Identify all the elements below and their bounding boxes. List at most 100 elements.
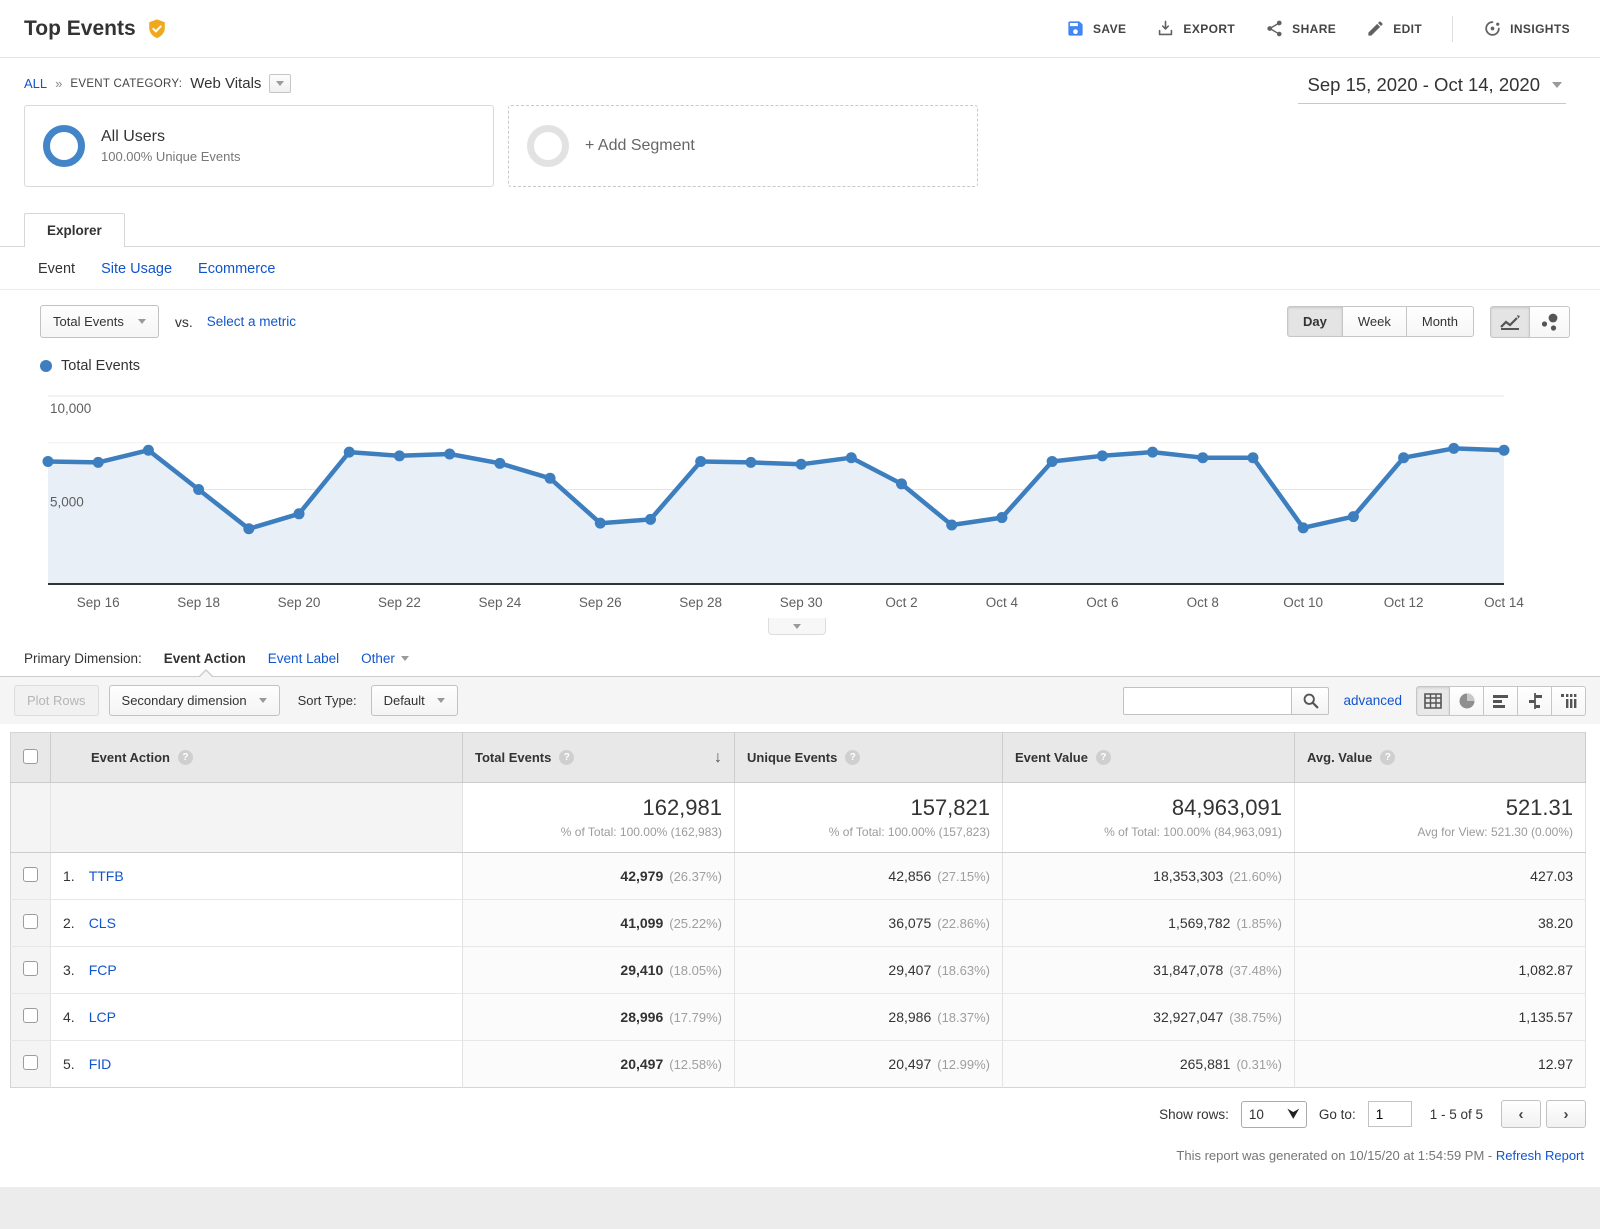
view-pivot-button[interactable]: [1552, 685, 1586, 716]
table-view-icon: [1424, 692, 1442, 709]
svg-text:Sep 16: Sep 16: [77, 595, 120, 610]
event-action-link[interactable]: TTFB: [88, 868, 124, 884]
table-search: [1123, 686, 1330, 715]
select-all-cell: [10, 732, 51, 783]
tab-strip: Explorer: [0, 201, 1600, 247]
events-table-body: 1. TTFB 42,979 (26.37%) 42,856 (27.15%) 18,353…: [10, 852, 1586, 1088]
column-label[interactable]: Total Events: [475, 750, 552, 765]
table-toolbar: Plot Rows Secondary dimension Sort Type:…: [0, 669, 1600, 724]
line-chart-canvas[interactable]: 10,000 5,000 Sep 16 Sep 18 Sep 20 Sep 22 Sep 2…: [24, 384, 1570, 616]
row-checkbox[interactable]: [23, 961, 38, 976]
export-button[interactable]: EXPORT: [1156, 19, 1235, 38]
subtab-site-usage[interactable]: Site Usage: [101, 261, 173, 277]
dimension-event-action[interactable]: Event Action: [163, 651, 246, 666]
breadcrumb-all-link[interactable]: ALL: [24, 76, 48, 91]
next-page-button[interactable]: ›: [1546, 1100, 1586, 1128]
edit-button[interactable]: EDIT: [1366, 19, 1422, 38]
motion-chart-button[interactable]: [1530, 305, 1570, 338]
plot-rows-button[interactable]: Plot Rows: [14, 685, 99, 716]
help-icon[interactable]: ?: [845, 750, 861, 765]
select-all-checkbox[interactable]: [23, 748, 38, 764]
tab-explorer[interactable]: Explorer: [24, 213, 125, 247]
add-segment-button[interactable]: + Add Segment: [508, 105, 978, 187]
export-icon: [1159, 20, 1173, 36]
event-value-cell: 18,353,303 (21.60%): [1002, 852, 1295, 900]
primary-dimension-label: Primary Dimension:: [24, 651, 142, 666]
select-metric-link[interactable]: Select a metric: [206, 314, 296, 329]
line-chart-button[interactable]: [1490, 305, 1530, 338]
bars-view-icon: [1492, 694, 1508, 708]
share-button[interactable]: SHARE: [1265, 19, 1336, 38]
row-checkbox[interactable]: [23, 1008, 38, 1023]
events-table: Event Action? Total Events? ↓ Unique Even…: [0, 724, 1600, 1088]
svg-text:Oct 8: Oct 8: [1187, 595, 1219, 610]
column-label[interactable]: Event Value: [1015, 750, 1088, 765]
sort-type-dropdown[interactable]: Default: [370, 685, 458, 716]
annotations-handle[interactable]: [768, 618, 826, 635]
column-label[interactable]: Event Action: [91, 750, 170, 765]
row-checkbox[interactable]: [23, 914, 38, 929]
total-events-cell: 28,996 (17.79%): [462, 993, 735, 1041]
metric-dropdown[interactable]: Total Events: [40, 305, 159, 338]
svg-text:Oct 12: Oct 12: [1384, 595, 1424, 610]
summary-empty-cell: [50, 782, 463, 853]
insights-icon: [1485, 21, 1500, 36]
help-icon[interactable]: ?: [559, 750, 575, 765]
column-label[interactable]: Unique Events: [747, 750, 838, 765]
primary-dimension-row: Primary Dimension: Event Action Event La…: [0, 635, 1600, 676]
row-checkbox[interactable]: [23, 1055, 38, 1070]
event-action-link[interactable]: CLS: [88, 915, 116, 931]
summary-total-events: 162,981 % of Total: 100.00% (162,983): [462, 782, 735, 853]
view-table-button[interactable]: [1416, 685, 1450, 716]
comparison-view-icon: [1528, 692, 1542, 709]
event-action-link[interactable]: FID: [88, 1056, 112, 1072]
row-checkbox[interactable]: [23, 867, 38, 882]
refresh-report-link[interactable]: Refresh Report: [1495, 1148, 1584, 1163]
subtab-ecommerce[interactable]: Ecommerce: [198, 261, 276, 277]
category-dropdown-button[interactable]: [269, 74, 292, 93]
bubble-chart-icon: [1541, 313, 1557, 331]
prev-page-button[interactable]: ‹: [1501, 1100, 1541, 1128]
view-performance-button[interactable]: [1484, 685, 1518, 716]
help-icon[interactable]: ?: [1380, 750, 1396, 765]
svg-text:Oct 14: Oct 14: [1484, 595, 1524, 610]
segment-all-users[interactable]: All Users 100.00% Unique Events: [24, 105, 494, 187]
subtab-event[interactable]: Event: [38, 261, 76, 277]
save-button[interactable]: SAVE: [1066, 19, 1126, 38]
goto-page-input[interactable]: [1367, 1101, 1412, 1127]
view-comparison-button[interactable]: [1518, 685, 1552, 716]
search-button[interactable]: [1291, 686, 1330, 715]
avg-value-cell: 12.97: [1294, 1040, 1586, 1088]
granularity-week-button[interactable]: Week: [1342, 306, 1407, 337]
dimension-event-label[interactable]: Event Label: [267, 651, 340, 666]
show-rows-select[interactable]: 10 ⮟: [1240, 1100, 1307, 1128]
event-action-link[interactable]: FCP: [88, 962, 117, 978]
insights-button[interactable]: INSIGHTS: [1483, 19, 1570, 38]
page-bottom-strip: [0, 1187, 1600, 1227]
help-icon[interactable]: ?: [177, 750, 193, 765]
advanced-search-link[interactable]: advanced: [1343, 693, 1402, 708]
secondary-dimension-dropdown[interactable]: Secondary dimension: [108, 685, 280, 716]
date-range-text: Sep 15, 2020 - Oct 14, 2020: [1307, 74, 1540, 95]
view-percentage-button[interactable]: [1450, 685, 1484, 716]
granularity-month-button[interactable]: Month: [1406, 306, 1474, 337]
help-icon[interactable]: ?: [1095, 750, 1111, 765]
report-generated-text: This report was generated on 10/15/20 at…: [1176, 1148, 1496, 1163]
sort-desc-icon[interactable]: ↓: [714, 748, 722, 766]
granularity-day-button[interactable]: Day: [1287, 306, 1343, 337]
chart-type-toggle: [1490, 305, 1570, 338]
date-range-picker[interactable]: Sep 15, 2020 - Oct 14, 2020: [1297, 72, 1566, 104]
event-action-cell: 2. CLS: [50, 899, 463, 947]
row-checkbox-cell: [10, 946, 51, 994]
svg-text:Oct 2: Oct 2: [885, 595, 917, 610]
search-input[interactable]: [1123, 686, 1292, 715]
search-icon: [1303, 693, 1319, 709]
event-value-cell: 1,569,782 (1.85%): [1002, 899, 1295, 947]
column-label[interactable]: Avg. Value: [1307, 750, 1373, 765]
segment-subtitle: 100.00% Unique Events: [101, 149, 241, 164]
dimension-other[interactable]: Other: [361, 651, 409, 666]
breadcrumb-separator: »: [55, 76, 63, 91]
event-value-cell: 31,847,078 (37.48%): [1002, 946, 1295, 994]
unique-events-cell: 42,856 (27.15%): [734, 852, 1003, 900]
event-action-link[interactable]: LCP: [88, 1009, 116, 1025]
